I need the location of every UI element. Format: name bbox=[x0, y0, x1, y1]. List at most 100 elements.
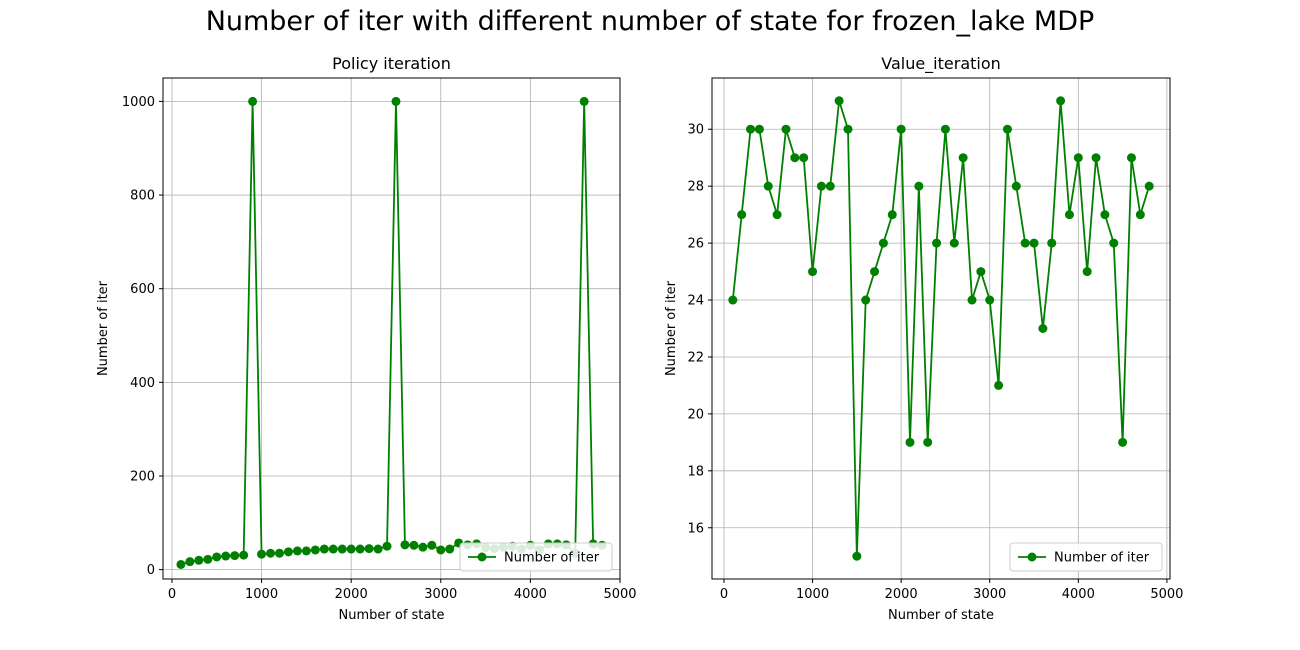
plot-area bbox=[712, 78, 1170, 579]
x-tick-label: 2000 bbox=[335, 587, 368, 602]
data-point bbox=[790, 153, 800, 163]
data-point bbox=[257, 549, 267, 559]
axes-frame bbox=[711, 77, 1171, 580]
data-point bbox=[266, 548, 276, 558]
data-point bbox=[772, 210, 782, 220]
data-point bbox=[870, 267, 880, 277]
data-point bbox=[1011, 181, 1021, 191]
data-point bbox=[763, 181, 773, 191]
data-point bbox=[221, 551, 231, 561]
data-point bbox=[1056, 96, 1066, 106]
y-tick-label: 200 bbox=[130, 469, 155, 484]
data-point bbox=[1020, 238, 1030, 248]
data-point bbox=[781, 124, 791, 134]
y-axis-label: Number of iter bbox=[664, 280, 679, 376]
data-point bbox=[283, 547, 293, 557]
y-tick-label: 600 bbox=[130, 282, 155, 297]
data-point bbox=[239, 550, 249, 560]
data-point bbox=[319, 544, 329, 554]
data-point bbox=[579, 96, 589, 106]
figure-title: Number of iter with different number of … bbox=[205, 6, 1095, 37]
data-point bbox=[382, 541, 392, 551]
y-axis-label: Number of iter bbox=[96, 280, 111, 376]
chart-2: 0 1000 2000 3000 4000 5000 16 18 20 22 24 26 28 30 Val… bbox=[664, 54, 1183, 623]
x-tick-label: 3000 bbox=[973, 587, 1006, 602]
data-point bbox=[203, 554, 213, 564]
x-tick-label: 2000 bbox=[885, 587, 918, 602]
data-point bbox=[248, 96, 258, 106]
data-point bbox=[1047, 238, 1057, 248]
data-point bbox=[914, 181, 924, 191]
data-point bbox=[185, 557, 195, 567]
data-point bbox=[896, 124, 906, 134]
data-point bbox=[843, 124, 853, 134]
data-point bbox=[1029, 238, 1039, 248]
data-point bbox=[301, 546, 311, 556]
legend-label: Number of iter bbox=[1054, 551, 1150, 566]
legend: Number of iter bbox=[1009, 542, 1163, 572]
data-point bbox=[427, 540, 437, 550]
data-point bbox=[1002, 124, 1012, 134]
data-point bbox=[887, 210, 897, 220]
data-point bbox=[799, 153, 809, 163]
data-point bbox=[436, 545, 446, 555]
data-point bbox=[932, 238, 942, 248]
x-tick-label: 5000 bbox=[1150, 587, 1183, 602]
data-point bbox=[1064, 210, 1074, 220]
data-point bbox=[852, 551, 862, 561]
y-tick-label: 22 bbox=[687, 350, 704, 365]
data-point bbox=[754, 124, 764, 134]
chart-title: Value_iteration bbox=[881, 54, 1001, 74]
x-axis-label: Number of state bbox=[888, 608, 994, 623]
data-point bbox=[194, 555, 204, 565]
data-point bbox=[1091, 153, 1101, 163]
x-tick-label: 0 bbox=[720, 587, 728, 602]
data-point bbox=[337, 544, 347, 554]
data-point bbox=[176, 559, 186, 569]
data-point bbox=[400, 540, 410, 550]
legend-label: Number of iter bbox=[504, 551, 600, 566]
x-tick-label: 0 bbox=[168, 587, 176, 602]
data-point bbox=[1126, 153, 1136, 163]
data-point bbox=[878, 238, 888, 248]
data-point bbox=[391, 96, 401, 106]
y-tick-label: 800 bbox=[130, 189, 155, 204]
y-tick-label: 24 bbox=[687, 294, 704, 309]
y-tick-label: 1000 bbox=[122, 95, 155, 110]
y-tick-label: 20 bbox=[687, 407, 704, 422]
x-tick-label: 4000 bbox=[514, 587, 547, 602]
data-point bbox=[949, 238, 959, 248]
data-point bbox=[967, 295, 977, 305]
data-point bbox=[861, 295, 871, 305]
legend-marker bbox=[477, 552, 487, 562]
data-point bbox=[746, 124, 756, 134]
legend-box bbox=[459, 542, 613, 572]
data-point bbox=[1118, 437, 1128, 447]
data-point bbox=[905, 437, 915, 447]
data-point bbox=[328, 544, 338, 554]
data-point bbox=[985, 295, 995, 305]
x-tick-label: 4000 bbox=[1062, 587, 1095, 602]
data-point bbox=[976, 267, 986, 277]
data-point bbox=[373, 544, 383, 554]
y-tick-label: 18 bbox=[687, 464, 704, 479]
data-point bbox=[310, 545, 320, 555]
data-point bbox=[292, 546, 302, 556]
data-point bbox=[1135, 210, 1145, 220]
data-point bbox=[816, 181, 826, 191]
chart-title: Policy iteration bbox=[332, 54, 451, 73]
data-point bbox=[355, 544, 365, 554]
data-point bbox=[1082, 267, 1092, 277]
data-point bbox=[808, 267, 818, 277]
chart-1: 0 1000 2000 3000 4000 5000 0 200 400 600 800 1000 Po… bbox=[96, 54, 637, 623]
x-tick-label: 3000 bbox=[424, 587, 457, 602]
legend-marker bbox=[1027, 552, 1037, 562]
data-point bbox=[230, 551, 240, 561]
y-tick-label: 16 bbox=[687, 521, 704, 536]
data-point bbox=[994, 380, 1004, 390]
data-point bbox=[1073, 153, 1083, 163]
x-tick-label: 5000 bbox=[603, 587, 636, 602]
data-point bbox=[737, 210, 747, 220]
